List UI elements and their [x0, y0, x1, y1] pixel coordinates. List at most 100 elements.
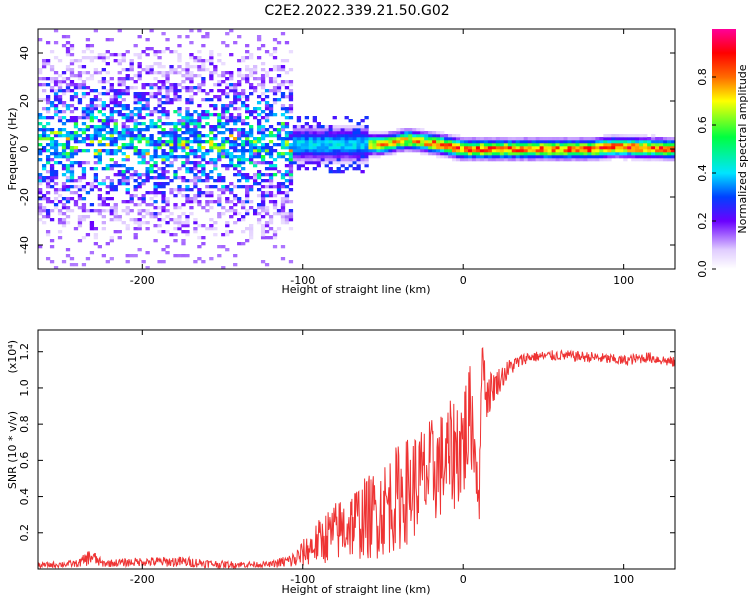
spectrogram-cell	[324, 164, 329, 168]
spectrogram-cell	[65, 68, 71, 72]
spectrogram-cell	[324, 137, 329, 141]
spectrogram-cell	[121, 182, 126, 186]
spectrogram-cell	[38, 122, 43, 126]
spectrogram-cell	[252, 86, 258, 90]
spectrogram-cell	[157, 155, 162, 159]
spectrogram-cell	[113, 215, 118, 219]
spectrogram-cell	[201, 125, 206, 129]
spectrogram-cell	[280, 80, 286, 84]
spectrogram-cell	[667, 155, 672, 159]
spectrogram-cell	[185, 179, 190, 183]
spectrogram-cell	[149, 155, 154, 159]
spectrogram-cell	[89, 104, 95, 108]
spectrogram-cell	[292, 152, 298, 156]
spectrogram-cell	[380, 137, 385, 141]
spectrogram-cell	[555, 143, 560, 147]
spectrogram-cell	[205, 59, 210, 63]
spectrogram-cell	[448, 146, 453, 150]
spectrogram-cell	[555, 149, 560, 153]
spectrogram-cell	[77, 206, 83, 210]
spectrogram-cell	[229, 200, 234, 204]
spectrogram-cell	[288, 173, 294, 177]
spectrogram-cell	[559, 140, 564, 144]
spectrogram-cell	[360, 155, 365, 159]
spectrogram-cell	[336, 158, 341, 162]
spectrogram-cell	[157, 71, 162, 75]
spectrogram-cell	[38, 173, 43, 177]
spectrogram-cell	[288, 95, 294, 99]
spectrogram-cell	[336, 125, 341, 129]
spectrogram-cell	[49, 167, 55, 171]
spectrogram-cell	[312, 143, 317, 147]
spectrogram-cell	[189, 56, 194, 60]
spectrogram-cell	[623, 146, 628, 150]
spectrogram-cell	[65, 170, 71, 174]
spectrogram-cell	[109, 113, 114, 117]
spectrogram-cell	[161, 110, 166, 114]
spectrogram-cell	[249, 56, 254, 60]
spectrogram-cell	[217, 113, 222, 117]
spectrogram-cell	[69, 131, 75, 135]
spectrogram-cell	[623, 134, 628, 138]
spectrogram-cell	[241, 203, 246, 207]
spectrogram-cell	[185, 143, 190, 147]
spectrogram-cell	[181, 155, 186, 159]
spectrogram-cell	[169, 188, 174, 192]
spectrogram-cell	[260, 194, 266, 198]
spectrogram-cell	[245, 176, 250, 180]
spectrogram-cell	[316, 158, 321, 162]
spectrogram-cell	[129, 197, 134, 201]
spectrogram-cell	[237, 212, 242, 216]
spectrogram-cell	[264, 116, 270, 120]
spectrogram-cell	[109, 197, 114, 201]
spectrogram-cell	[256, 152, 262, 156]
spectrogram-cell	[57, 212, 63, 216]
spectrogram-cell	[467, 158, 473, 162]
spectrogram-cell	[101, 80, 106, 84]
spectrogram-cell	[384, 149, 389, 153]
spectrogram-cell	[276, 83, 282, 87]
spectrogram-cell	[181, 164, 186, 168]
spectrogram-cell	[408, 131, 413, 135]
spectrogram-cell	[332, 152, 337, 156]
spectrogram-cell	[647, 149, 652, 153]
spectrogram-cell	[121, 134, 126, 138]
spectrogram-cell	[181, 116, 186, 120]
snr-x-label: Height of straight line (km)	[281, 583, 430, 596]
spectrogram-cell	[332, 146, 337, 150]
spectrogram-cell	[233, 173, 238, 177]
spectrogram-cell	[280, 104, 286, 108]
spectrogram-cell	[137, 53, 142, 57]
spectrogram-cell	[101, 134, 106, 138]
spectrogram-cell	[332, 170, 337, 174]
spectrogram-cell	[428, 146, 433, 150]
spectrogram-cell	[121, 128, 126, 132]
spectrogram-cell	[125, 113, 130, 117]
spectrogram-cell	[157, 167, 162, 171]
spectrogram-cell	[611, 149, 616, 153]
spectrogram-cell	[229, 134, 234, 138]
spectrogram-cell	[268, 227, 274, 231]
spectrogram-cell	[38, 182, 43, 186]
spectrogram-cell	[237, 113, 242, 117]
spectrogram-cell	[495, 152, 501, 156]
spectrogram-cell	[368, 134, 373, 138]
spectrogram-cell	[312, 137, 317, 141]
spectrogram-cell	[268, 215, 274, 219]
spectrogram-cell	[69, 53, 75, 57]
spectrogram-cell	[133, 188, 138, 192]
spectrogram-cell	[237, 134, 242, 138]
spectrogram-cell	[284, 173, 290, 177]
spectrogram-cell	[145, 209, 150, 213]
spectrogram-cell	[185, 110, 190, 114]
spectrogram-cell	[129, 200, 134, 204]
spectrogram-cell	[260, 77, 266, 81]
spectrogram-cell	[53, 176, 59, 180]
spectrogram-cell	[499, 143, 505, 147]
spectrogram-cell	[284, 218, 290, 222]
spectrogram-cell	[169, 122, 174, 126]
spectrogram-cell	[113, 53, 118, 57]
spectrogram-cell	[57, 155, 63, 159]
spectrogram-cell	[563, 158, 568, 162]
spectrogram-cell	[197, 119, 202, 123]
